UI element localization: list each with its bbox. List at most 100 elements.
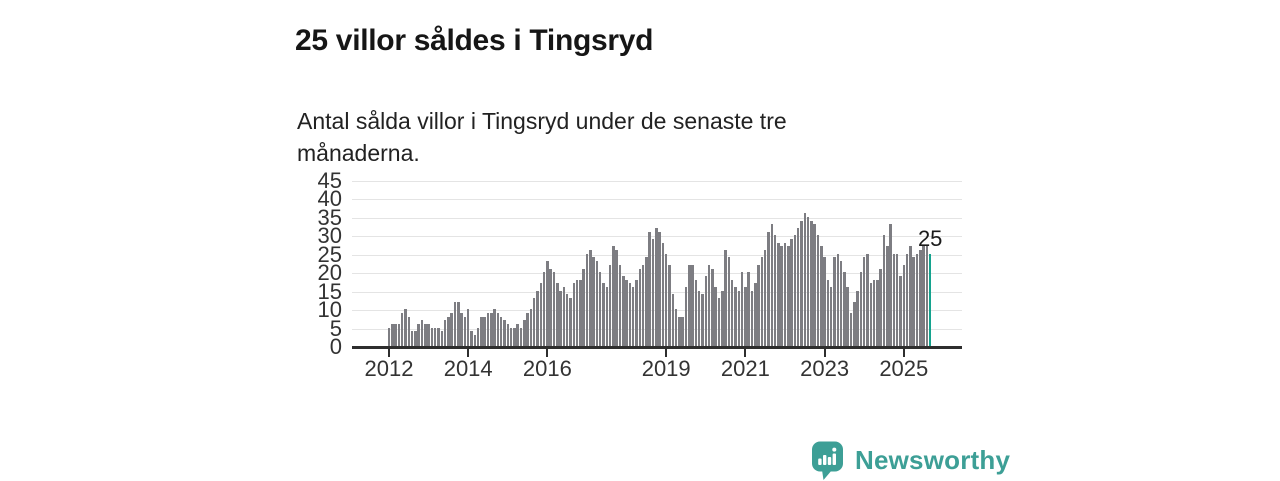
bar: [853, 301, 856, 346]
bar: [473, 334, 477, 346]
bar: [846, 286, 849, 346]
bar: [546, 261, 549, 346]
bar: [628, 283, 632, 346]
subtitle-line-2: månaderna.: [297, 140, 420, 167]
bar: [572, 283, 576, 346]
bar: [407, 316, 411, 346]
bar: [909, 246, 912, 346]
bar: [839, 261, 843, 346]
bar: [526, 312, 529, 346]
bar: [674, 309, 678, 346]
bar: [496, 312, 500, 346]
y-axis-tick-label: 10: [317, 297, 342, 323]
bar: [664, 253, 668, 346]
bar: [638, 268, 642, 346]
bar: [912, 257, 915, 346]
bar: [925, 246, 929, 346]
bar: [602, 283, 605, 346]
last-value-label: 25: [917, 225, 943, 251]
bar: [516, 323, 519, 346]
y-axis-tick-label: 5: [329, 315, 342, 341]
bar: [391, 323, 394, 346]
bar: [427, 323, 430, 346]
bar: [615, 250, 618, 346]
newsworthy-logo[interactable]: Newsworthy: [810, 440, 1010, 480]
bar-chart: 2012 2014 2016 2019 2021 2023 2025 25: [352, 181, 962, 381]
bar: [737, 290, 741, 346]
bar: [849, 312, 853, 346]
bar: [641, 264, 645, 346]
bar: [575, 279, 579, 346]
x-axis-tick-label: 2012: [364, 356, 414, 381]
bar: [919, 250, 922, 346]
x-axis-tick-label: 2016: [522, 356, 572, 381]
y-axis-labels: 0 5 10 15 20 25 30 35 40 45: [262, 169, 342, 359]
bar: [457, 301, 460, 346]
bar: [539, 283, 543, 346]
x-axis-tick: [823, 349, 826, 357]
bar: [800, 220, 803, 346]
bar: [536, 290, 539, 346]
bar: [711, 268, 714, 346]
bar: [387, 327, 391, 346]
bar: [823, 257, 826, 346]
y-axis-tick-label: 15: [317, 278, 342, 304]
bar: [440, 331, 444, 346]
bar: [694, 279, 698, 346]
bar: [589, 250, 592, 346]
bar: [806, 216, 810, 346]
x-axis-tick-label: 2025: [879, 356, 929, 381]
bar: [668, 264, 671, 346]
bar: [559, 290, 562, 346]
bar: [892, 253, 896, 346]
x-axis-tick: [467, 349, 470, 357]
bar: [691, 264, 694, 346]
bar: [509, 327, 513, 346]
bar: [631, 286, 635, 346]
bar: [730, 279, 734, 346]
bar: [707, 264, 711, 346]
x-axis-line: [352, 346, 962, 349]
bar: [843, 272, 846, 346]
bar: [757, 264, 760, 346]
bar: [532, 298, 536, 346]
y-axis-tick-label: 30: [317, 223, 342, 249]
bar: [760, 257, 764, 346]
bar: [915, 253, 919, 346]
bar: [523, 320, 526, 346]
bar: [565, 294, 569, 346]
page-title: 25 villor såldes i Tingsryd: [295, 24, 654, 58]
x-axis-tick-label: 2023: [800, 356, 850, 381]
bar: [410, 331, 414, 346]
bar: [740, 272, 744, 346]
bar: [678, 316, 681, 346]
x-axis-tick: [388, 349, 390, 357]
bar: [744, 286, 747, 346]
bar: [899, 275, 902, 346]
bar: [595, 261, 599, 346]
bar: [671, 294, 675, 346]
bar: [787, 246, 790, 346]
bar: [453, 301, 457, 346]
bar: [697, 290, 701, 346]
bar: [714, 286, 717, 346]
bar: [612, 246, 615, 346]
y-axis-tick-label: 45: [317, 168, 342, 193]
bar: [734, 286, 737, 346]
bar: [585, 253, 589, 346]
bar: [618, 264, 622, 346]
chart-subtitle: Antal sålda villor i Tingsryd under de s…: [297, 105, 937, 169]
bar: [483, 316, 486, 346]
bar: [869, 283, 873, 346]
x-axis-tick: [902, 349, 905, 357]
x-axis-tick: [744, 349, 747, 357]
bar: [582, 268, 585, 346]
bar: [420, 320, 424, 346]
bar: [397, 323, 401, 346]
gridline: [352, 217, 962, 219]
newsworthy-speech-bubble-chart-icon: [810, 440, 847, 481]
bar: [773, 235, 777, 346]
x-axis-tick-label: 2019: [641, 356, 691, 381]
bar: [750, 290, 754, 346]
gridline: [352, 199, 962, 201]
